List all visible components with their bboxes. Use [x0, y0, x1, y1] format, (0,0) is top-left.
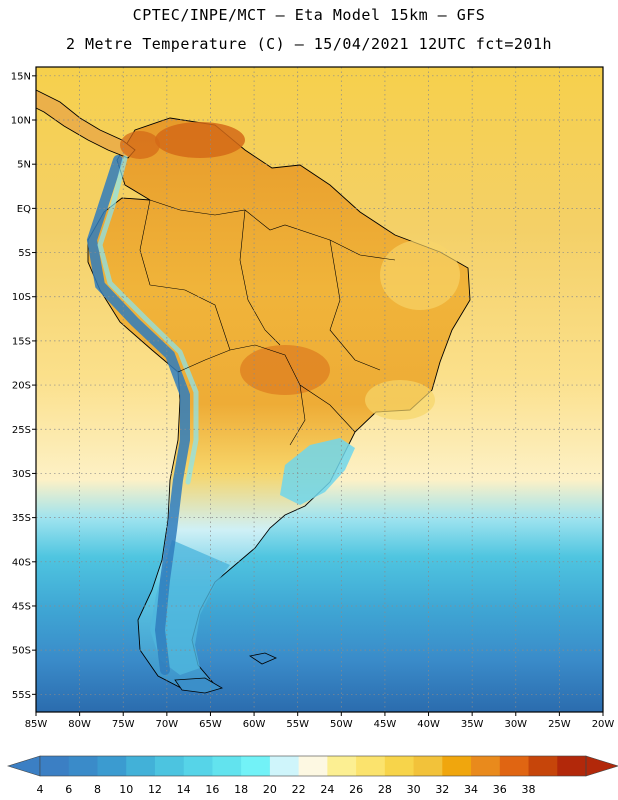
colorbar-swatch: [97, 756, 127, 776]
lat-tick-label: 15S: [12, 336, 31, 347]
hot-region-mato-grosso: [240, 345, 330, 395]
lon-tick-label: 55W: [286, 719, 309, 730]
lat-tick-label: 25S: [12, 425, 31, 436]
colorbar-label: 32: [435, 783, 449, 796]
lat-tick-label: 35S: [12, 513, 31, 524]
colorbar-swatch: [356, 756, 386, 776]
colorbar-label: 24: [320, 783, 334, 796]
colorbar-swatch: [241, 756, 271, 776]
colorbar-label: 14: [177, 783, 191, 796]
lon-tick-label: 35W: [461, 719, 484, 730]
colorbar-swatch: [557, 756, 587, 776]
lat-tick-label: 30S: [12, 469, 31, 480]
state-borders: [139, 199, 396, 446]
colorbar-swatch: [384, 756, 415, 776]
warm-region-northeast: [380, 240, 460, 310]
colorbar-label: 20: [263, 783, 277, 796]
map-title-line1: CPTEC/INPE/MCT – Eta Model 15km – GFS: [132, 6, 486, 24]
colorbar-label: 28: [378, 783, 392, 796]
colorbar-swatch: [40, 756, 70, 776]
andes-cool-ridge-flank: [97, 155, 199, 485]
colorbar-swatch: [471, 756, 501, 776]
colorbar-label: 4: [37, 783, 44, 796]
colorbar-label: 26: [349, 783, 363, 796]
lon-tick-label: 85W: [25, 719, 48, 730]
lon-tick-label: 25W: [548, 719, 571, 730]
lat-tick-label: 10N: [11, 116, 31, 127]
colorbar-swatch: [499, 756, 530, 776]
lon-tick-label: 60W: [243, 719, 266, 730]
colorbar-label: 8: [94, 783, 101, 796]
lat-tick-label: 45S: [12, 601, 31, 612]
colorbar-label: 30: [407, 783, 421, 796]
lat-tick-label: 50S: [12, 646, 31, 657]
lat-tick-label: 10S: [12, 292, 31, 303]
lat-tick-label: 15N: [11, 71, 31, 82]
lat-tick-label: 20S: [12, 381, 31, 392]
colorbar-swatch: [298, 756, 328, 776]
colorbar-swatch: [154, 756, 185, 776]
colorbar-low-arrow: [6, 755, 41, 777]
colorbar-label: 22: [292, 783, 306, 796]
hot-region-colombia: [120, 131, 160, 159]
andes-cold-ridge: [86, 155, 190, 675]
colorbar-high-arrow: [585, 755, 618, 777]
cool-region-uruguay: [280, 438, 355, 505]
colorbar-label: 34: [464, 783, 478, 796]
lon-tick-label: 40W: [417, 719, 440, 730]
lon-tick-label: 75W: [112, 719, 135, 730]
central-america-landmass: [36, 89, 136, 159]
graticule: [36, 67, 603, 712]
lon-tick-label: 80W: [68, 719, 91, 730]
colorbar-swatch: [212, 756, 242, 776]
map-frame: [35, 66, 604, 713]
lat-tick-label: EQ: [17, 204, 31, 215]
lon-tick-label: 20W: [592, 719, 615, 730]
colorbar-swatch: [126, 756, 156, 776]
colorbar-label: 38: [522, 783, 536, 796]
colorbar-label: 16: [205, 783, 219, 796]
colorbar-swatch: [327, 756, 357, 776]
colorbar-swatch: [442, 756, 472, 776]
lon-tick-label: 65W: [199, 719, 222, 730]
lat-tick-label: 55S: [12, 690, 31, 701]
colorbar-label: 10: [119, 783, 133, 796]
colorbar-swatch: [413, 756, 443, 776]
lat-tick-label: 5S: [18, 248, 31, 259]
falkland-islands: [248, 652, 277, 665]
map-axes: 85W 80W 75W 70W 65W 60W 55W 50W 45W 40W 35W 30W 25W 2…: [11, 71, 615, 730]
colorbar-swatch: [269, 756, 300, 776]
colorbar-label: 36: [493, 783, 507, 796]
lon-tick-label: 70W: [156, 719, 179, 730]
colorbar-swatch: [183, 756, 213, 776]
colorbar-swatch: [68, 756, 98, 776]
lat-tick-label: 40S: [12, 557, 31, 568]
map-title-line2: 2 Metre Temperature (C) – 15/04/2021 12U…: [65, 35, 553, 53]
colorbar-label: 18: [234, 783, 248, 796]
temperature-colorbar: 4 6 8 10 12 14 16 18 20 22 24 26 28 30 32 34 36 38: [6, 755, 618, 796]
lon-tick-label: 45W: [374, 719, 397, 730]
colorbar-swatch: [528, 756, 558, 776]
colorbar-outline: [39, 755, 587, 777]
colorbar-label: 12: [148, 783, 162, 796]
warm-region-southeast-coast: [365, 380, 435, 420]
hot-region-venezuela: [155, 122, 245, 158]
lon-tick-label: 30W: [504, 719, 527, 730]
lon-tick-label: 50W: [330, 719, 353, 730]
lat-tick-label: 5N: [17, 160, 31, 171]
colorbar-label: 6: [65, 783, 72, 796]
